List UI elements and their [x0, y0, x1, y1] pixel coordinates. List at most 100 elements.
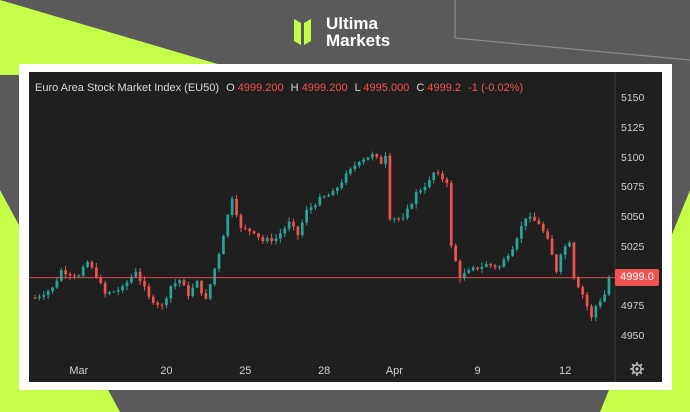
candle	[511, 245, 514, 257]
y-tick-label: 4975	[621, 300, 645, 313]
y-tick-label: 5025	[621, 240, 645, 253]
candle	[261, 234, 265, 244]
candle-body	[116, 290, 120, 292]
candle	[489, 262, 493, 269]
candle	[458, 258, 462, 283]
candle	[371, 151, 374, 161]
candle	[160, 303, 164, 310]
candle-body	[379, 156, 383, 164]
candle-body	[305, 209, 309, 223]
candle-body	[541, 223, 545, 232]
low-value: 4995.000	[363, 82, 410, 94]
candle	[524, 218, 528, 231]
x-tick-label: 28	[318, 365, 331, 377]
open-value: 4999.200	[237, 82, 284, 94]
candle-body	[572, 242, 576, 279]
candle	[598, 298, 602, 309]
x-tick-label: 9	[474, 365, 481, 377]
candle	[471, 265, 475, 272]
candle-body	[506, 255, 510, 260]
candle-body	[598, 301, 602, 307]
candle-body	[563, 246, 567, 255]
candle	[51, 286, 54, 294]
open-label: O	[226, 82, 235, 94]
candle-body	[73, 275, 76, 277]
candle-body	[502, 259, 506, 267]
candle	[463, 268, 466, 281]
candle	[287, 217, 291, 232]
candle-body	[454, 245, 457, 262]
candle	[322, 195, 326, 199]
candle	[305, 206, 309, 226]
candle-body	[594, 306, 598, 318]
candle-body	[160, 304, 164, 306]
candle	[187, 281, 190, 300]
candle-body	[436, 172, 440, 174]
candle	[454, 243, 457, 263]
candle-body	[498, 266, 501, 268]
candle	[384, 152, 387, 168]
candle	[493, 263, 497, 270]
logo-mark-icon	[294, 19, 311, 45]
candle	[90, 259, 94, 270]
candle	[607, 275, 611, 296]
candle	[449, 180, 453, 249]
candle-body	[46, 291, 50, 296]
candle-body	[322, 196, 326, 198]
candle	[195, 279, 199, 289]
candle	[169, 285, 173, 304]
candle	[274, 234, 278, 245]
accent-triangle-top-left	[0, 0, 255, 75]
candle	[331, 188, 335, 196]
candle	[257, 232, 260, 241]
candle	[585, 291, 589, 311]
candle-body	[182, 280, 186, 286]
candle	[340, 179, 344, 190]
candle	[410, 202, 414, 210]
candle-body	[121, 286, 124, 291]
candle-body	[51, 287, 54, 292]
gear-icon[interactable]	[630, 362, 644, 376]
candle	[46, 289, 50, 299]
candle	[353, 161, 357, 172]
candle-body	[33, 297, 37, 299]
candle	[541, 221, 545, 234]
candle-body	[581, 287, 585, 295]
candle	[265, 235, 269, 244]
candle-body	[99, 277, 103, 283]
candle	[143, 276, 146, 291]
x-tick-label: 20	[160, 365, 173, 377]
candle-body	[300, 222, 304, 236]
candle	[116, 286, 120, 295]
candlestick-plot[interactable]	[29, 72, 662, 382]
candle	[590, 304, 593, 321]
candle-body	[252, 231, 256, 234]
candle	[81, 264, 85, 278]
candle-body	[375, 154, 379, 157]
candle-body	[292, 221, 295, 227]
candle	[484, 261, 488, 268]
candle	[230, 196, 234, 218]
candle	[42, 290, 46, 300]
candle	[555, 253, 558, 274]
x-tick-label: 12	[559, 365, 572, 377]
candle	[576, 276, 580, 289]
candle	[550, 235, 554, 256]
candle	[243, 224, 247, 231]
candle-body	[309, 207, 313, 210]
candle	[581, 285, 585, 299]
candle	[283, 225, 287, 238]
instrument-name: Euro Area Stock Market Index (EU50)	[35, 82, 220, 94]
candle-body	[265, 238, 269, 242]
candle	[86, 260, 89, 269]
candle	[235, 194, 238, 218]
candle	[108, 290, 111, 296]
high-label: H	[290, 82, 299, 94]
candle-body	[217, 253, 221, 269]
candle-body	[340, 182, 344, 188]
candle-body	[112, 291, 116, 293]
candle-body	[248, 228, 252, 232]
candle	[568, 240, 571, 248]
candle-body	[555, 254, 558, 272]
candle	[546, 228, 550, 240]
